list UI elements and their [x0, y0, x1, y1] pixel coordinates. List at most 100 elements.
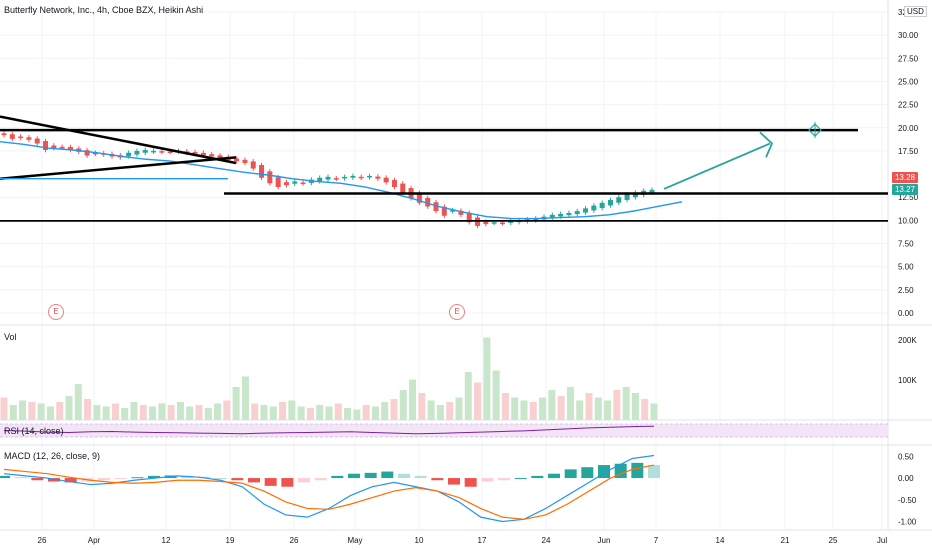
price-tick-label: 17.50	[898, 147, 919, 156]
macd-axis: 0.50 0.00 -0.50 -1.00	[898, 452, 917, 526]
candle	[142, 149, 148, 153]
volume-bar	[483, 337, 491, 420]
volume-bar	[492, 370, 500, 420]
volume-bar	[74, 384, 82, 420]
volume-bar	[631, 393, 639, 420]
macd-histogram-bar	[548, 473, 560, 479]
macd-tick-label: 0.50	[898, 452, 914, 461]
volume-bar	[195, 405, 203, 420]
time-tick-label: 7	[654, 536, 659, 545]
earnings-marker[interactable]: E	[48, 304, 64, 320]
volume-bar	[334, 403, 342, 420]
trendline	[0, 115, 237, 165]
macd-pane	[0, 454, 660, 523]
candle	[1, 133, 7, 136]
macd-histogram-bar	[48, 478, 60, 482]
macd-histogram-bar	[414, 475, 427, 479]
macd-histogram-bar	[564, 469, 577, 479]
pane-separators	[0, 0, 932, 531]
time-tick-label: May	[347, 536, 362, 545]
candle	[483, 221, 489, 225]
candle	[250, 161, 256, 169]
candle	[9, 134, 15, 139]
grid	[0, 11, 888, 530]
candle	[126, 152, 132, 157]
candle	[433, 202, 439, 212]
time-tick-label: 19	[226, 536, 235, 545]
volume-bar	[306, 408, 314, 420]
price-tick-label: 2.50	[898, 286, 914, 295]
volume-label: Vol	[4, 332, 17, 342]
target-marker	[808, 123, 822, 137]
macd-histogram-bar	[114, 478, 127, 480]
volume-bar	[37, 403, 45, 420]
moving-average-line	[0, 140, 683, 220]
candle	[616, 197, 622, 203]
volume-bar	[288, 400, 296, 420]
candle	[317, 177, 323, 182]
macd-label: MACD (12, 26, close, 9)	[4, 451, 101, 461]
price-tick-label: 20.00	[898, 124, 919, 133]
volume-bar	[557, 396, 565, 420]
volume-tick-label: 100K	[898, 376, 917, 385]
volume-bar	[548, 390, 556, 420]
chart-title: Butterfly Network, Inc., 4h, Cboe BZX, H…	[4, 5, 204, 15]
rsi-line	[3, 425, 655, 435]
price-tick-label: 25.00	[898, 77, 919, 86]
candle	[441, 206, 447, 216]
volume-bar	[279, 402, 287, 420]
time-tick-label: 24	[542, 536, 551, 545]
time-tick-label: 14	[716, 536, 725, 545]
candle	[283, 182, 289, 186]
arrow-head	[759, 131, 774, 158]
candle	[200, 152, 206, 156]
volume-bar	[316, 405, 324, 420]
candle	[549, 214, 555, 219]
candle	[18, 136, 24, 139]
volume-bar	[446, 402, 454, 420]
candle	[192, 152, 198, 154]
volume-bar	[464, 372, 472, 420]
candle	[383, 177, 389, 183]
macd-histogram-bar	[398, 473, 410, 479]
candle	[292, 181, 298, 184]
trendline	[0, 156, 237, 180]
volume-bar	[186, 406, 194, 420]
candles	[1, 131, 655, 229]
volume-bar	[353, 409, 361, 420]
macd-histogram-bar	[148, 475, 160, 479]
volume-bar	[539, 397, 547, 420]
volume-bar	[529, 402, 537, 420]
candle	[400, 183, 406, 193]
candle	[391, 180, 397, 188]
price-tick-label: 22.50	[898, 101, 919, 110]
candle	[491, 222, 497, 224]
candle	[624, 194, 630, 200]
volume-bar	[325, 406, 333, 420]
macd-histogram-bar	[31, 478, 44, 481]
price-tick-label: 30.00	[898, 31, 919, 40]
macd-histogram-bar	[448, 478, 460, 485]
macd-histogram-bar	[514, 478, 527, 480]
moving-average	[0, 140, 683, 220]
currency-label[interactable]: USD	[904, 6, 927, 17]
candle	[450, 210, 456, 212]
volume-bar	[641, 399, 649, 420]
macd-histogram-bar	[231, 478, 244, 481]
candle	[342, 176, 348, 179]
volume-bar	[102, 406, 110, 420]
candle	[350, 175, 356, 178]
volume-bar	[613, 390, 621, 420]
earnings-marker[interactable]: E	[449, 304, 465, 320]
rsi-band	[0, 424, 888, 437]
volume-bar	[371, 406, 379, 420]
candle	[607, 200, 613, 206]
candle	[458, 210, 464, 215]
candle	[26, 137, 32, 140]
candle	[134, 150, 140, 155]
volume-tick-label: 200K	[898, 336, 917, 345]
volume-bar	[344, 408, 352, 420]
price-badge-upper: 13.28	[892, 172, 918, 183]
